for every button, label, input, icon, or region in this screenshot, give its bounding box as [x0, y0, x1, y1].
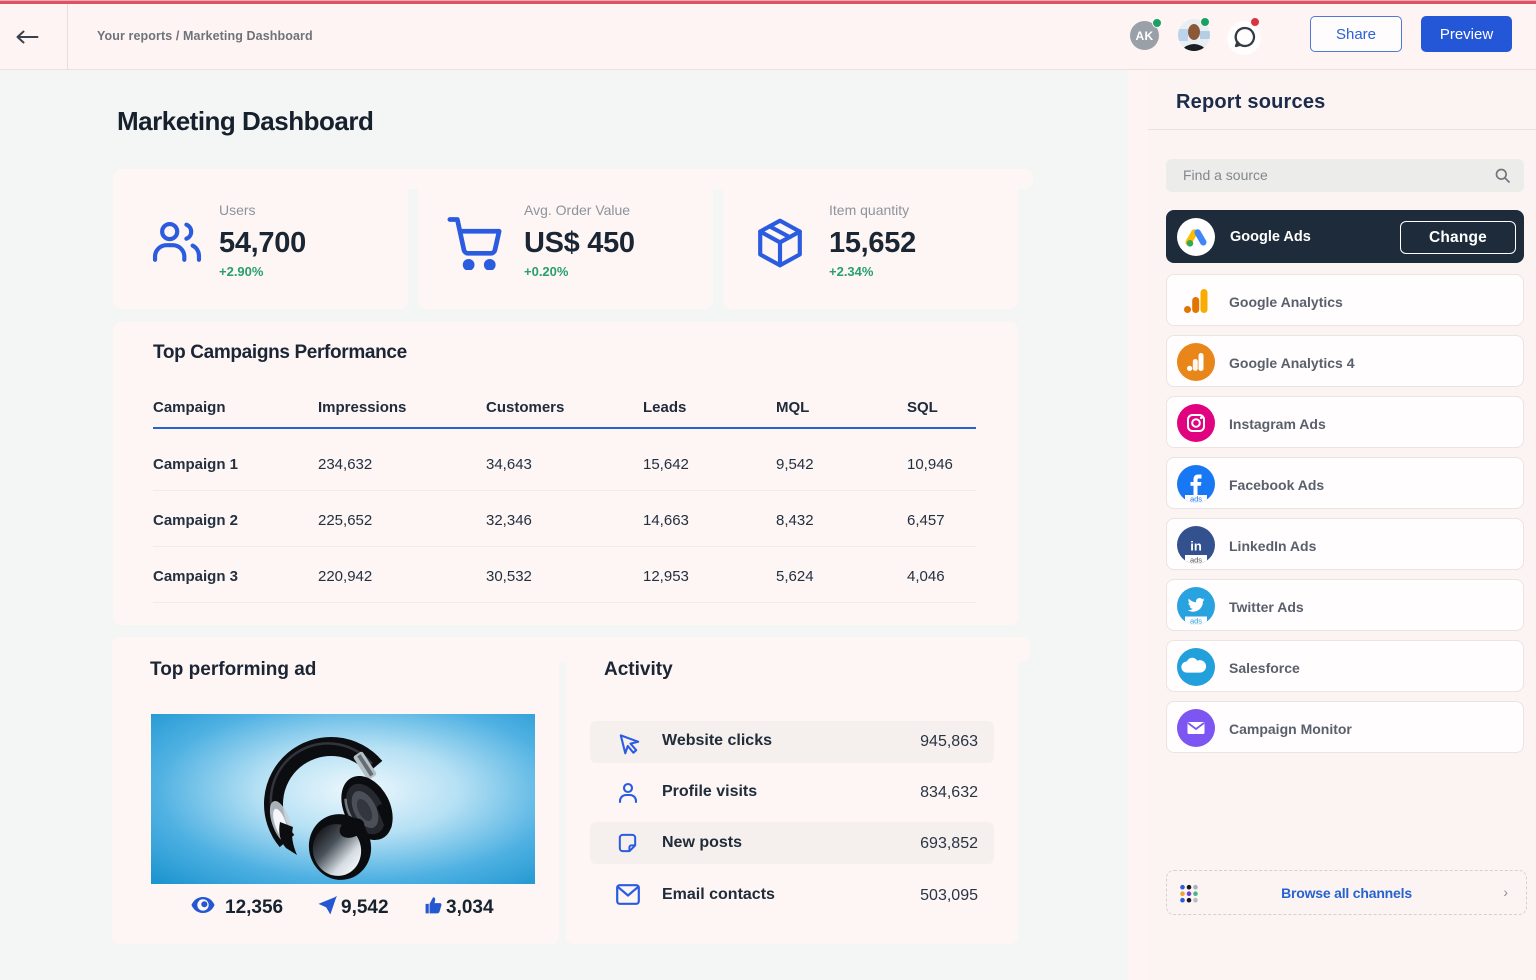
svg-text:in: in — [1190, 539, 1202, 554]
svg-text:ads: ads — [1190, 617, 1202, 626]
svg-text:ads: ads — [1190, 495, 1202, 504]
svg-text:ads: ads — [1190, 556, 1202, 565]
